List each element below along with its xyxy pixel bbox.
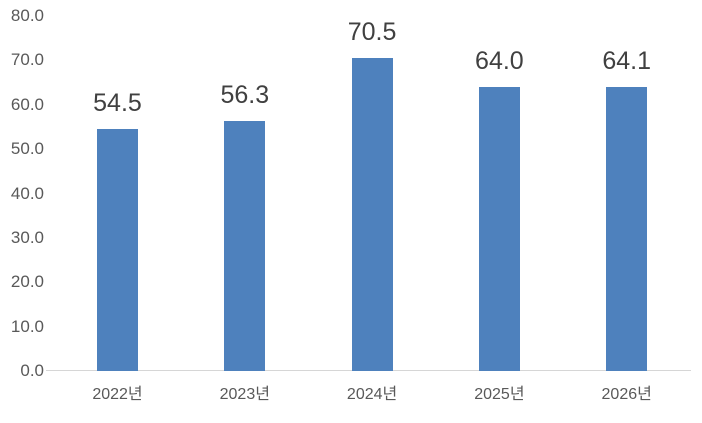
x-axis-category-label: 2026년	[601, 386, 652, 403]
x-axis-category-label: 2024년	[346, 386, 398, 403]
data-label: 54.5	[93, 89, 142, 118]
x-axis-category-label: 2025년	[474, 386, 525, 403]
bar-2026년	[606, 86, 648, 371]
y-axis-tick-label: 10.0	[10, 316, 44, 336]
y-axis-tick-label: 50.0	[10, 139, 44, 159]
bar-2022년	[97, 129, 138, 371]
y-axis-tick-label: 80.0	[10, 6, 44, 25]
bar-2023년	[224, 121, 266, 371]
data-label: 56.3	[220, 81, 270, 110]
x-axis-category-label: 2023년	[219, 386, 270, 403]
y-axis-tick-label: 0.0	[20, 361, 44, 380]
y-axis-tick-label: 20.0	[10, 272, 44, 292]
y-axis-tick-label: 70.0	[10, 50, 44, 70]
data-label: 70.5	[347, 18, 397, 47]
bar-2025년	[478, 87, 520, 371]
x-axis-category-label: 2022년	[92, 386, 143, 403]
data-label: 64.1	[602, 46, 652, 75]
data-label: 64.0	[475, 47, 524, 75]
y-axis-tick-label: 40.0	[10, 183, 44, 203]
y-axis-tick-label: 30.0	[10, 227, 44, 247]
bar-2024년	[351, 58, 393, 371]
y-axis-tick-label: 60.0	[10, 94, 44, 114]
